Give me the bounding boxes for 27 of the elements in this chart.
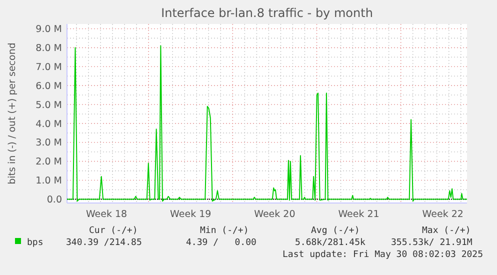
text: 340.39 /214.85 (66, 238, 142, 248)
text: Cur (-/+) (89, 226, 138, 236)
y-tick-label: 0.0 (46, 194, 62, 206)
y-tick-label: 2.0 M (36, 156, 62, 168)
y-tick-label: 4.0 M (36, 118, 62, 130)
x-tick-label: Week 18 (86, 209, 128, 220)
text: Min (-/+) (200, 226, 249, 236)
text: 355.53k/ 21.91M (391, 238, 473, 248)
y-tick-label: 5.0 M (36, 100, 62, 111)
text: Avg (-/+) (311, 226, 360, 236)
text: 5.68k/281.45k (295, 238, 366, 248)
y-axis-title: bits in (-) / out (+) per second (7, 42, 18, 184)
y-tick-label: 6.0 M (36, 80, 62, 92)
y-tick-label: 8.0 M (36, 43, 62, 54)
text: Max (-/+) (422, 226, 471, 236)
y-tick-label: 3.0 M (36, 138, 62, 149)
y-tick-label: 9.0 M (36, 24, 62, 36)
chart-title: Interface br-lan.8 traffic - by month (161, 6, 373, 20)
y-tick-label: 7.0 M (36, 62, 62, 73)
text: Last update: Fri May 30 08:02:03 2025 (282, 250, 483, 260)
x-tick-label: Week 19 (170, 209, 212, 220)
legend-label: bps (27, 238, 44, 248)
text: 4.39 / 0.00 (186, 238, 256, 248)
y-tick-label: 1.0 M (36, 176, 62, 187)
x-tick-label: Week 22 (422, 209, 464, 220)
x-tick-label: Week 20 (254, 209, 296, 220)
x-tick-label: Week 21 (338, 209, 380, 220)
